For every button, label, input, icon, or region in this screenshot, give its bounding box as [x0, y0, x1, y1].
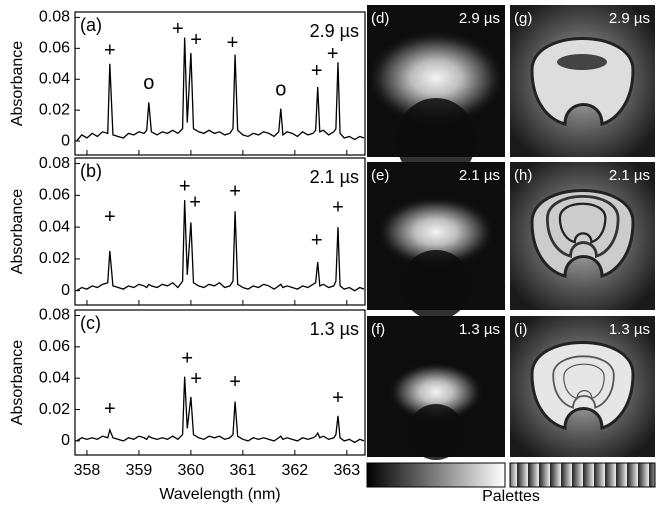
- plot-frame: [74, 309, 366, 456]
- y-axis-label: Absorbance: [9, 340, 26, 425]
- peak-annotation: +: [327, 43, 339, 65]
- plot-frame: [74, 157, 366, 306]
- peak-annotation: +: [104, 206, 116, 228]
- peak-annotation: +: [311, 60, 323, 82]
- y-tick-label: 0: [61, 282, 70, 299]
- y-axis-label: Absorbance: [9, 41, 26, 126]
- x-tick-label: 362: [281, 462, 308, 479]
- y-tick-label: 0.06: [39, 40, 70, 57]
- y-tick-label: 0: [61, 132, 70, 149]
- peak-annotation: o: [275, 78, 286, 100]
- x-tick-label: 358: [74, 462, 101, 479]
- palettes-label: Palettes: [482, 488, 540, 505]
- image-time: 2.9 µs: [609, 10, 650, 27]
- peak-annotation: +: [311, 230, 323, 252]
- image-label: (d): [371, 10, 389, 27]
- image-time: 2.9 µs: [459, 10, 500, 27]
- y-tick-label: 0.08: [39, 307, 70, 324]
- y-tick-label: 0.02: [39, 250, 70, 267]
- peak-annotation: +: [181, 348, 193, 370]
- peak-annotation: +: [189, 192, 201, 214]
- panel-label: (b): [80, 161, 102, 181]
- y-tick-label: 0.06: [39, 338, 70, 355]
- image-time: 1.3 µs: [609, 321, 650, 338]
- panel-label: (a): [80, 15, 102, 35]
- x-tick-label: 359: [126, 462, 153, 479]
- image-time: 2.1 µs: [459, 167, 500, 184]
- spectrum-line: [76, 37, 365, 142]
- x-tick-label: 360: [178, 462, 205, 479]
- image-h: [510, 162, 655, 310]
- peak-annotation: +: [190, 29, 202, 51]
- time-label: 2.1 µs: [310, 167, 359, 187]
- image-d: [366, 5, 506, 182]
- peak-annotation: +: [104, 398, 116, 420]
- spectrum-line: [76, 200, 365, 292]
- x-axis-label: Wavelength (nm): [159, 486, 280, 503]
- image-label: (g): [514, 10, 532, 27]
- image-label: (f): [371, 321, 385, 338]
- spectrum-line: [76, 376, 365, 444]
- image-f: [367, 316, 505, 460]
- peak-annotation: +: [179, 176, 191, 198]
- y-tick-label: 0.06: [39, 187, 70, 204]
- peak-annotation: +: [227, 32, 239, 54]
- image-label: (e): [371, 167, 389, 184]
- image-label: (i): [514, 321, 527, 338]
- peak-annotation: o: [143, 72, 154, 94]
- peak-annotation: +: [190, 368, 202, 390]
- time-label: 2.9 µs: [310, 21, 359, 41]
- palette-banded: [509, 462, 656, 488]
- image-e: [367, 162, 505, 320]
- peak-annotation: +: [332, 196, 344, 218]
- peak-annotation: +: [332, 387, 344, 409]
- image-time: 1.3 µs: [459, 321, 500, 338]
- image-g: [510, 5, 655, 157]
- image-i: [510, 316, 655, 457]
- plot-frame: [74, 11, 366, 156]
- y-tick-label: 0.04: [39, 369, 70, 386]
- palette-gray: [366, 462, 506, 488]
- x-tick-label: 361: [230, 462, 257, 479]
- y-tick-label: 0.02: [39, 401, 70, 418]
- image-label: (h): [514, 167, 532, 184]
- peak-annotation: +: [172, 18, 184, 40]
- y-tick-label: 0.02: [39, 101, 70, 118]
- panel-label: (c): [80, 313, 101, 333]
- y-tick-label: 0.04: [39, 70, 70, 87]
- x-tick-label: 363: [333, 462, 360, 479]
- y-tick-label: 0.08: [39, 155, 70, 172]
- peak-annotation: +: [229, 371, 241, 393]
- y-axis-label: Absorbance: [9, 189, 26, 274]
- y-tick-label: 0.04: [39, 218, 70, 235]
- time-label: 1.3 µs: [310, 319, 359, 339]
- image-time: 2.1 µs: [609, 167, 650, 184]
- peak-annotation: +: [229, 180, 241, 202]
- y-tick-label: 0: [61, 432, 70, 449]
- peak-annotation: +: [104, 40, 116, 62]
- y-tick-label: 0.08: [39, 9, 70, 26]
